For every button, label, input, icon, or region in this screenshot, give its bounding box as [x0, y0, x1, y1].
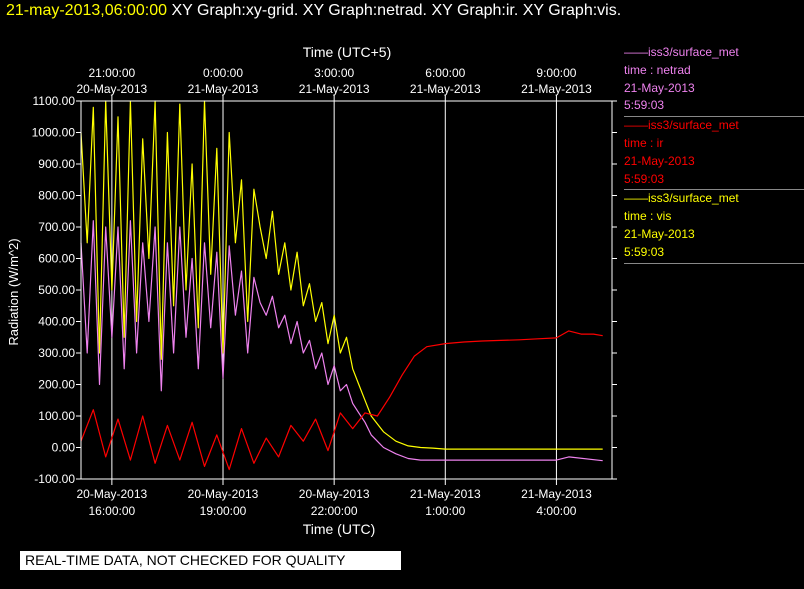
y-tick-label: 800.00: [38, 189, 75, 203]
y-tick-label: 200.00: [38, 378, 75, 392]
legend-series-date: 21-May-2013: [624, 80, 695, 95]
header-graphs: XY Graph:xy-grid. XY Graph:netrad. XY Gr…: [171, 2, 622, 19]
y-axis-label: Radiation (W/m^2): [6, 238, 21, 345]
legend-series-var: time : vis: [624, 209, 672, 224]
x-tick-label-time: 22:00:00: [311, 504, 358, 518]
y-tick-label: 900.00: [38, 157, 75, 171]
y-tick-label: 100.00: [38, 409, 75, 423]
x-tick-label-time: 19:00:00: [200, 504, 247, 518]
y-tick-label: 600.00: [38, 252, 75, 266]
x-tick-label-time: 1:00:00: [425, 504, 465, 518]
axes: -100.00 0.00 100.00 200.00 300.00 400.00 500.0…: [32, 66, 617, 518]
x2-tick-label-time: 3:00:00: [314, 66, 354, 80]
x2-axis-label: Time (UTC+5): [303, 44, 392, 60]
header-date: 21-may-2013,06:00:00: [6, 2, 167, 19]
legend-series-var: time : ir: [624, 135, 664, 150]
legend-series-date: 21-May-2013: [624, 226, 695, 241]
series-layer: [80, 100, 603, 471]
y-tick-label: 300.00: [38, 346, 75, 360]
x2-tick-label-date: 20-May-2013: [77, 82, 148, 96]
x2-tick-label-time: 9:00:00: [536, 66, 576, 80]
series-line-ir: [80, 330, 603, 471]
legend-series-name: ——iss3/surface_met: [624, 191, 739, 206]
legend-item-vis: ——iss3/surface_met time : vis 21-May-201…: [624, 190, 804, 264]
y-tick-label: -100.00: [34, 472, 75, 486]
x-tick-label-date: 21-May-2013: [410, 487, 481, 501]
legend: ——iss3/surface_met time : netrad 21-May-…: [624, 44, 804, 264]
x2-tick-label-time: 21:00:00: [89, 66, 136, 80]
legend-series-name: ——iss3/surface_met: [624, 45, 739, 59]
y-tick-label: 400.00: [38, 315, 75, 329]
header-title: 21-may-2013,06:00:00 XY Graph:xy-grid. X…: [6, 2, 621, 20]
series-line-netrad: [80, 220, 603, 462]
x2-tick-label-time: 0:00:00: [203, 66, 243, 80]
x-tick-label-time: 4:00:00: [536, 504, 576, 518]
x2-tick-label-date: 21-May-2013: [299, 82, 370, 96]
x-tick-label-date: 20-May-2013: [299, 487, 370, 501]
y-tick-label: 500.00: [38, 283, 75, 297]
x-tick-label-date: 20-May-2013: [188, 487, 259, 501]
y-tick-label: 1000.00: [32, 126, 76, 140]
legend-item-ir: ——iss3/surface_met time : ir 21-May-2013…: [624, 117, 804, 191]
x-tick-label-date: 20-May-2013: [77, 487, 148, 501]
legend-series-time: 5:59:03: [624, 98, 665, 113]
legend-series-var: time : netrad: [624, 62, 691, 77]
x-tick-label-date: 21-May-2013: [521, 487, 592, 501]
y-tick-label: 700.00: [38, 220, 75, 234]
x-axis-label: Time (UTC): [303, 521, 376, 537]
legend-item-netrad: ——iss3/surface_met time : netrad 21-May-…: [624, 44, 804, 118]
x2-tick-label-date: 21-May-2013: [188, 82, 259, 96]
y-tick-label: 1100.00: [33, 94, 76, 108]
x-tick-label-time: 16:00:00: [89, 504, 136, 518]
quality-notice: REAL-TIME DATA, NOT CHECKED FOR QUALITY: [20, 551, 401, 570]
x2-tick-label-date: 21-May-2013: [521, 82, 592, 96]
legend-series-time: 5:59:03: [624, 171, 665, 186]
plot-frame: [80, 100, 613, 480]
legend-series-time: 5:59:03: [624, 244, 665, 259]
legend-series-name: ——iss3/surface_met: [624, 118, 739, 133]
series-line-vis: [80, 100, 603, 450]
x2-tick-label-time: 6:00:00: [425, 66, 465, 80]
grid-lines: [111, 101, 557, 479]
legend-series-date: 21-May-2013: [624, 153, 695, 168]
y-tick-label: 0.00: [52, 441, 76, 455]
x2-tick-label-date: 21-May-2013: [410, 82, 481, 96]
